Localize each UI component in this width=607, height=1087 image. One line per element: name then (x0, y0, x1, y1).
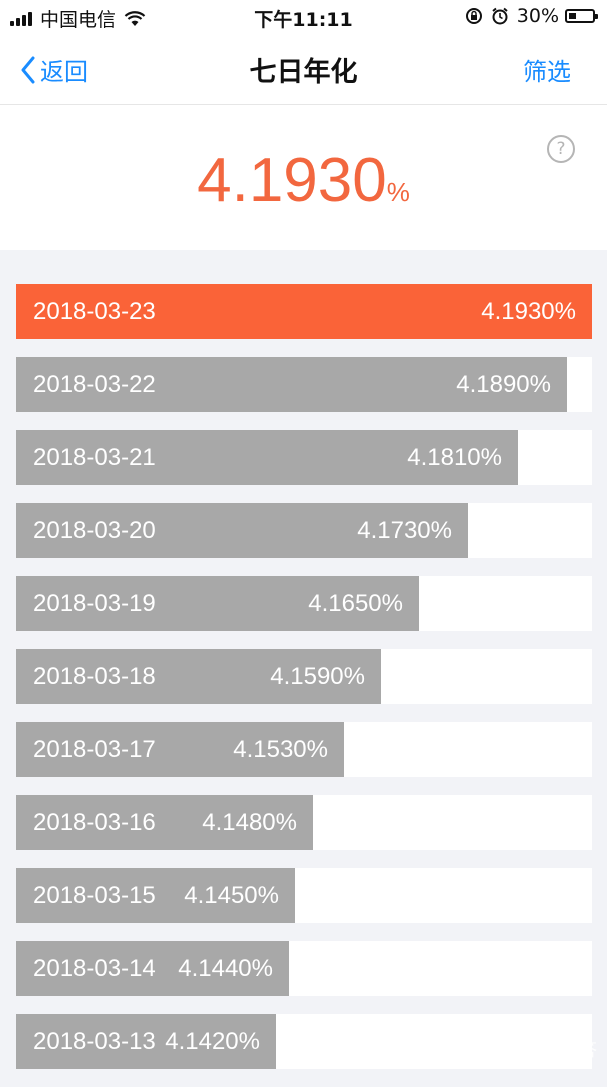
rate-row-value: 4.1590% (270, 649, 365, 704)
rate-row[interactable]: 2018-03-23 4.1930% (16, 284, 592, 339)
rate-row[interactable]: 2018-03-22 4.1890% (16, 357, 592, 412)
current-rate-value: 4.1930 (197, 146, 387, 215)
rate-row-value: 4.1420% (165, 1014, 260, 1069)
rate-row-value: 4.1890% (456, 357, 551, 412)
filter-button[interactable]: 筛选 (523, 52, 571, 87)
rate-row-value: 4.1730% (357, 503, 452, 558)
battery-fill (569, 13, 576, 19)
alarm-icon (491, 7, 509, 25)
rate-row-date: 2018-03-15 (33, 868, 156, 923)
rate-row-value: 4.1930% (481, 284, 576, 339)
battery-icon (565, 9, 595, 23)
rate-row-date: 2018-03-20 (33, 503, 156, 558)
rate-row[interactable]: 2018-03-17 4.1530% (16, 722, 592, 777)
current-rate: 4.1930% (0, 145, 607, 216)
rate-row-date: 2018-03-17 (33, 722, 156, 777)
current-rate-unit: % (387, 177, 410, 207)
rate-row[interactable]: 2018-03-16 4.1480% (16, 795, 592, 850)
rate-row[interactable]: 2018-03-14 4.1440% (16, 941, 592, 996)
rate-row-date: 2018-03-19 (33, 576, 156, 631)
rate-row-value: 4.1650% (308, 576, 403, 631)
rate-row-date: 2018-03-13 (33, 1014, 156, 1069)
page-title: 七日年化 (0, 50, 607, 89)
rate-row-date: 2018-03-16 (33, 795, 156, 850)
rate-row-value: 4.1480% (202, 795, 297, 850)
rate-row[interactable]: 2018-03-20 4.1730% (16, 503, 592, 558)
rate-row-date: 2018-03-22 (33, 357, 156, 412)
rate-row-value: 4.1450% (184, 868, 279, 923)
rate-row[interactable]: 2018-03-19 4.1650% (16, 576, 592, 631)
rate-row-value: 4.1810% (407, 430, 502, 485)
rate-row-date: 2018-03-23 (33, 284, 156, 339)
rate-row[interactable]: 2018-03-15 4.1450% (16, 868, 592, 923)
rate-header: ? 4.1930% (0, 105, 607, 250)
status-bar: 中国电信 下午11:11 30% (0, 0, 607, 32)
rate-row-date: 2018-03-14 (33, 941, 156, 996)
rate-row[interactable]: 2018-03-21 4.1810% (16, 430, 592, 485)
rate-row-date: 2018-03-21 (33, 430, 156, 485)
rate-row[interactable]: 2018-03-18 4.1590% (16, 649, 592, 704)
rotation-lock-icon (465, 7, 483, 25)
watermark: 头条@问答 (483, 1036, 597, 1062)
watermark-logo-icon (483, 1039, 503, 1059)
nav-bar: 返回 七日年化 筛选 (0, 32, 607, 105)
rate-row-date: 2018-03-18 (33, 649, 156, 704)
watermark-text: 头条@问答 (507, 1036, 597, 1062)
rate-row-value: 4.1440% (178, 941, 273, 996)
battery-percent: 30% (517, 5, 559, 27)
status-right: 30% (465, 5, 595, 27)
rate-row-value: 4.1530% (233, 722, 328, 777)
